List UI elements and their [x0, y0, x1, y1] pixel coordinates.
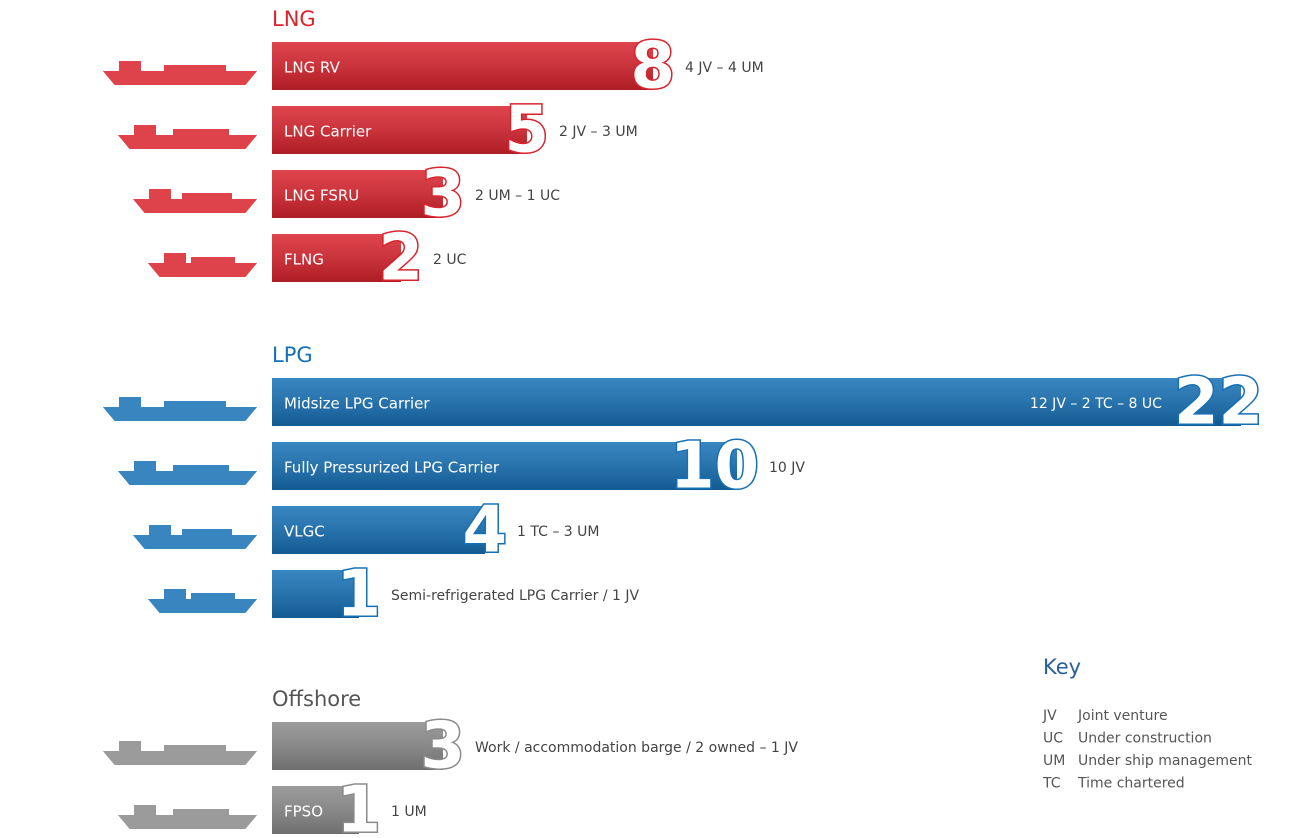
bar-label: LNG FSRU: [284, 187, 359, 205]
ship-icon: [147, 589, 258, 613]
detail: 4 JV – 4 UM: [685, 60, 764, 76]
ship-icon: [117, 125, 258, 149]
bar-label: VLGC: [284, 523, 325, 541]
value-numeral: 10: [670, 430, 759, 504]
detail: Semi-refrigerated LPG Carrier / 1 JV: [391, 588, 640, 604]
key-abbr: JV: [1042, 708, 1057, 724]
ship-icon: [132, 189, 258, 213]
bar-label: LNG RV: [284, 59, 341, 77]
detail: 2 UC: [433, 252, 467, 268]
bar-label: FLNG: [284, 251, 324, 269]
value-numeral: 5: [504, 94, 549, 168]
group-title: LNG: [272, 7, 316, 31]
bar-shade: [272, 722, 443, 770]
group-title: Offshore: [272, 687, 361, 711]
bar-shade: [272, 442, 737, 490]
ship-icon: [102, 61, 258, 85]
key-text: Under ship management: [1078, 753, 1253, 769]
bar-label: FPSO: [284, 803, 323, 821]
detail: 12 JV – 2 TC – 8 UC: [1030, 396, 1162, 412]
detail: 1 TC – 3 UM: [517, 524, 599, 540]
value-numeral: 2: [378, 222, 423, 296]
value-numeral: 22: [1174, 366, 1263, 440]
value-numeral: 3: [420, 158, 465, 232]
detail: 10 JV: [769, 460, 805, 476]
key-text: Joint venture: [1077, 708, 1168, 724]
detail: 2 UM – 1 UC: [475, 188, 560, 204]
detail: 1 UM: [391, 804, 427, 820]
bar-shade: [272, 106, 527, 154]
detail: 2 JV – 3 UM: [559, 124, 638, 140]
key-abbr: TC: [1042, 776, 1061, 792]
key-abbr: UC: [1043, 731, 1063, 747]
bar-label: Midsize LPG Carrier: [284, 395, 430, 413]
ship-icon: [117, 461, 258, 485]
value-numeral: 1: [336, 774, 381, 838]
ship-icon: [117, 805, 258, 829]
key-title: Key: [1043, 655, 1081, 679]
value-numeral: 3: [420, 710, 465, 784]
value-numeral: 8: [630, 30, 675, 104]
bar-shade: [272, 570, 359, 618]
bar-shade: [272, 170, 443, 218]
key-abbr: UM: [1043, 753, 1065, 769]
key-text: Time chartered: [1077, 776, 1185, 792]
bar-shade: [272, 378, 1241, 426]
ship-icon: [132, 525, 258, 549]
bar-shade: [272, 42, 653, 90]
detail: Work / accommodation barge / 2 owned – 1…: [475, 740, 798, 756]
bar-label: Fully Pressurized LPG Carrier: [284, 459, 500, 477]
bar-shade: [272, 234, 401, 282]
value-numeral: 1: [336, 558, 381, 632]
ship-icon: [102, 397, 258, 421]
bar-label: LNG Carrier: [284, 123, 372, 141]
ship-icon: [147, 253, 258, 277]
ship-icon: [102, 741, 258, 765]
key-text: Under construction: [1078, 731, 1212, 747]
group-title: LPG: [272, 343, 313, 367]
bar-shade: [272, 506, 485, 554]
value-numeral: 4: [462, 494, 507, 568]
bar-shade: [272, 786, 359, 834]
